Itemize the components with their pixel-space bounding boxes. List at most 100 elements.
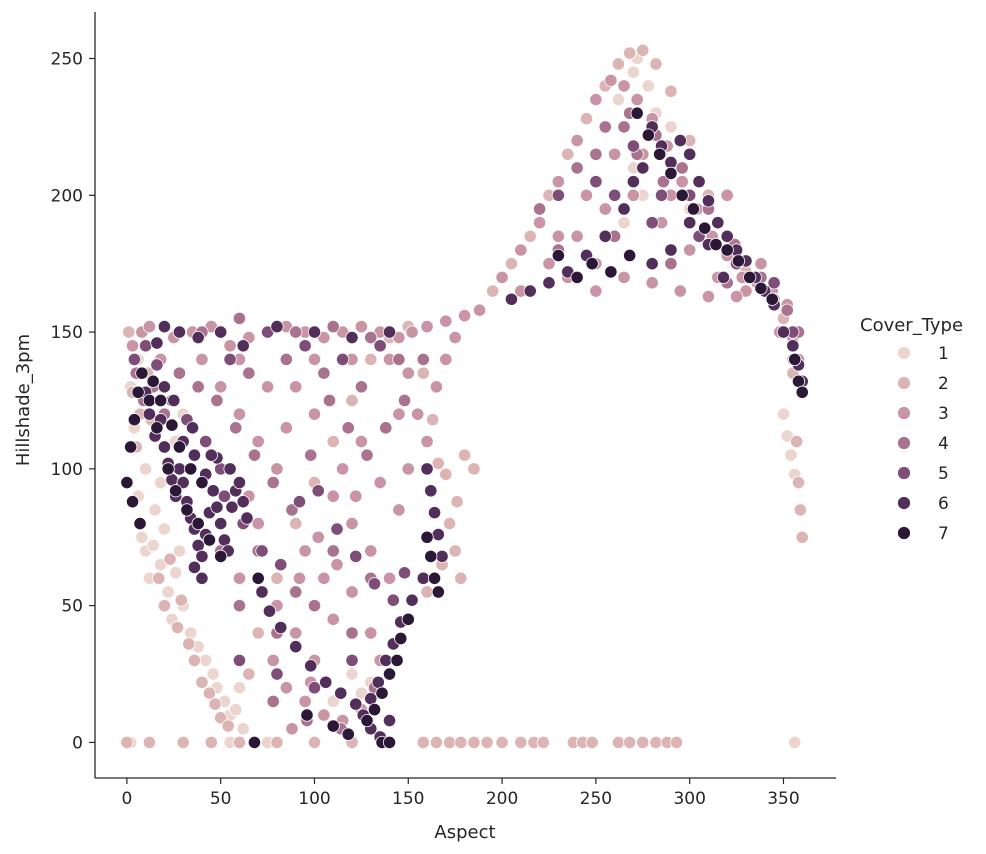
data-point (247, 735, 262, 750)
data-point (217, 489, 232, 503)
data-point (536, 735, 550, 750)
data-point (795, 385, 809, 399)
data-point (187, 448, 202, 462)
data-point (551, 188, 565, 202)
data-point (255, 544, 269, 558)
data-point (626, 139, 640, 153)
data-point (154, 393, 168, 408)
legend-marker (897, 466, 911, 480)
data-point (150, 358, 164, 372)
data-point (195, 549, 209, 564)
data-point (429, 380, 444, 394)
data-point (157, 440, 172, 454)
data-point (307, 352, 322, 367)
data-point (172, 462, 187, 476)
data-point (242, 667, 256, 681)
data-point (394, 631, 408, 646)
data-point (214, 711, 228, 725)
data-point (169, 566, 183, 580)
data-point (354, 380, 368, 394)
data-point (307, 325, 322, 339)
data-point (152, 571, 166, 585)
data-point (720, 229, 734, 243)
data-point (285, 722, 299, 736)
data-point (427, 506, 442, 520)
data-point (382, 713, 397, 728)
data-point (341, 727, 355, 741)
data-point (364, 352, 378, 367)
data-point (675, 175, 689, 189)
data-point (221, 719, 235, 733)
data-point (390, 653, 404, 667)
data-point (217, 533, 232, 547)
data-point (604, 73, 618, 87)
data-point (349, 489, 363, 503)
data-point (176, 475, 190, 490)
legend-entry: 4 (897, 434, 949, 454)
legend: Cover_Type 1 2 3 4 5 6 7 (860, 315, 963, 544)
data-point (349, 697, 363, 711)
x-tick-label: 350 (767, 789, 799, 809)
data-point (360, 713, 374, 728)
data-point (274, 620, 288, 635)
data-point (401, 462, 415, 476)
data-point (127, 352, 141, 367)
data-point (382, 735, 397, 750)
data-point (431, 456, 445, 470)
data-point (683, 216, 697, 230)
data-point (754, 257, 768, 271)
data-point (664, 166, 678, 181)
data-point (349, 549, 363, 564)
data-point (373, 339, 387, 353)
data-point (767, 276, 781, 290)
data-point (617, 270, 631, 284)
data-point (780, 303, 794, 317)
data-point (354, 320, 368, 334)
data-point (645, 257, 659, 271)
x-tick-label: 250 (580, 789, 612, 809)
data-point (125, 495, 140, 509)
y-tick-label: 150 (51, 323, 83, 343)
series-5 (127, 139, 800, 695)
legend-entry: 1 (897, 344, 949, 364)
data-point (270, 571, 284, 585)
data-point (330, 558, 344, 572)
data-point (319, 675, 333, 689)
data-point (617, 120, 631, 134)
data-point (172, 440, 187, 454)
data-point (210, 500, 224, 514)
data-point (142, 735, 157, 750)
data-point (623, 46, 637, 60)
data-point (285, 503, 299, 517)
legend-label: 3 (938, 404, 949, 424)
data-point (424, 484, 438, 498)
data-point (373, 475, 387, 490)
data-point (146, 374, 160, 388)
data-point (439, 314, 453, 328)
data-point (206, 667, 220, 681)
data-point (626, 188, 640, 202)
data-point (416, 571, 430, 585)
data-point (514, 735, 528, 750)
y-tick-label: 100 (51, 460, 83, 480)
data-point (167, 393, 181, 408)
data-point (255, 585, 269, 599)
data-point (439, 352, 453, 367)
data-point (208, 697, 222, 711)
data-point (656, 175, 671, 189)
data-point (345, 626, 359, 640)
data-point (585, 735, 599, 750)
data-point (172, 325, 187, 339)
data-point (169, 484, 183, 498)
data-point (589, 147, 603, 161)
data-point (172, 544, 187, 558)
data-point (251, 516, 265, 531)
data-point (232, 407, 247, 421)
data-point (397, 566, 412, 580)
data-point (364, 692, 378, 706)
data-point (585, 257, 599, 271)
data-point (788, 735, 802, 750)
data-point (416, 366, 430, 380)
data-point (251, 571, 265, 585)
data-point (743, 270, 757, 284)
